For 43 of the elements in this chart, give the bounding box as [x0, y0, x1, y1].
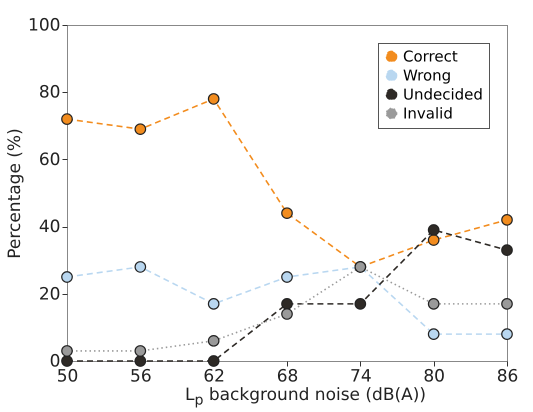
x-tick-label: 86: [496, 366, 518, 386]
point: [134, 345, 146, 357]
point: [134, 355, 146, 367]
point: [208, 335, 220, 347]
x-tick-label: 50: [56, 366, 78, 386]
point: [501, 298, 513, 310]
y-axis-title: Percentage (%): [5, 128, 26, 259]
point: [354, 298, 366, 310]
point: [501, 214, 513, 226]
point: [61, 345, 73, 357]
point: [281, 308, 293, 320]
x-tick-label: 68: [276, 366, 298, 386]
point: [501, 328, 513, 340]
point: [208, 355, 220, 367]
point: [61, 271, 73, 283]
point: [428, 224, 440, 236]
y-tick-label: 80: [38, 82, 60, 103]
legend-label: Wrong: [403, 66, 452, 84]
point: [428, 328, 440, 340]
y-tick-label: 60: [38, 150, 60, 170]
legend-label: Invalid: [403, 104, 453, 122]
x-axis-title: L$_{p}$ background noise (dB(A)): [184, 385, 428, 408]
point: [501, 244, 513, 256]
point: [208, 298, 220, 310]
point: [208, 93, 220, 105]
y-tick-label: 100: [28, 16, 60, 36]
y-tick-label: 40: [38, 217, 60, 238]
point: [428, 298, 440, 310]
legend-label: Undecided: [403, 86, 483, 104]
point: [61, 113, 73, 125]
point: [281, 298, 293, 310]
x-tick-label: 74: [350, 366, 372, 386]
point: [281, 271, 293, 283]
legend-label: Correct: [403, 48, 458, 66]
point: [61, 355, 73, 367]
point: [134, 261, 146, 273]
y-tick-label: 20: [38, 284, 60, 304]
x-tick-label: 56: [130, 366, 152, 386]
point: [428, 234, 440, 246]
x-tick-label: 80: [423, 366, 445, 386]
point: [281, 207, 293, 219]
x-tick-label: 62: [203, 366, 225, 386]
point: [134, 123, 146, 135]
